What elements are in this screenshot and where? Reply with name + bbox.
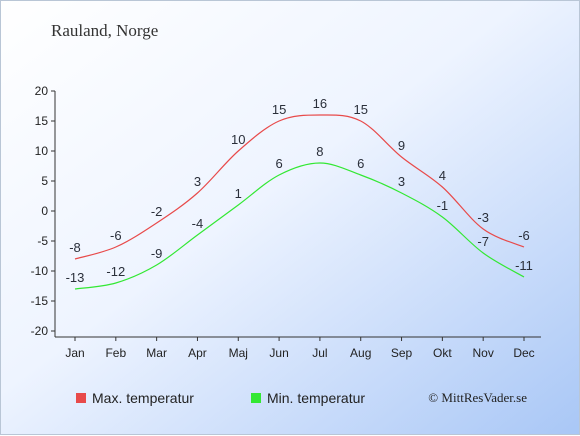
- y-tick-label: 5: [41, 174, 48, 188]
- max-value-label: -3: [477, 210, 489, 225]
- min-value-label: -13: [66, 270, 85, 285]
- location-title: Rauland, Norge: [51, 21, 159, 40]
- y-tick-label: -15: [31, 294, 49, 308]
- legend-min: Min. temperatur: [251, 390, 365, 406]
- min-value-label: -11: [515, 258, 533, 273]
- legend-max-swatch: [76, 393, 86, 403]
- max-value-label: -6: [110, 228, 122, 243]
- y-tick-label: 10: [35, 144, 49, 158]
- x-tick-label: Aug: [350, 346, 371, 360]
- max-value-label: 10: [231, 132, 245, 147]
- credit-link[interactable]: © MittResVader.se: [428, 390, 527, 405]
- min-value-label: -1: [437, 198, 449, 213]
- min-value-label: -9: [151, 246, 163, 261]
- x-tick-label: Dec: [513, 346, 534, 360]
- min-value-label: 6: [275, 156, 282, 171]
- max-value-label: -6: [518, 228, 530, 243]
- legend-max: Max. temperatur: [76, 390, 194, 406]
- min-value-label: 1: [235, 186, 242, 201]
- legend-max-label: Max. temperatur: [92, 390, 194, 406]
- x-tick-label: Maj: [229, 346, 248, 360]
- legend-min-label: Min. temperatur: [267, 390, 366, 406]
- max-value-label: 4: [439, 168, 446, 183]
- x-tick-label: Okt: [433, 346, 452, 360]
- max-value-label: 3: [194, 174, 201, 189]
- max-value-label: 15: [353, 102, 367, 117]
- legend-min-swatch: [251, 393, 261, 403]
- x-tick-label: Nov: [473, 346, 494, 360]
- x-tick-label: Mar: [146, 346, 167, 360]
- max-value-label: 16: [313, 96, 327, 111]
- x-tick-label: Feb: [105, 346, 126, 360]
- y-tick-label: -10: [31, 264, 49, 278]
- y-tick-label: -20: [31, 324, 49, 338]
- min-value-label: -12: [106, 264, 125, 279]
- x-tick-label: Jun: [269, 346, 288, 360]
- max-value-label: -8: [69, 240, 81, 255]
- min-temperature-line: [74, 162, 525, 290]
- max-value-label: -2: [151, 204, 163, 219]
- max-value-label: 9: [398, 138, 405, 153]
- min-value-label: -7: [477, 234, 489, 249]
- x-tick-label: Jul: [312, 346, 327, 360]
- max-value-label: 15: [272, 102, 286, 117]
- min-value-label: 6: [357, 156, 364, 171]
- y-tick-label: 20: [35, 84, 49, 98]
- max-temperature-line: [74, 114, 525, 260]
- x-tick-label: Sep: [391, 346, 413, 360]
- y-tick-label: -5: [37, 234, 48, 248]
- x-tick-label: Jan: [65, 346, 84, 360]
- min-value-label: 8: [316, 144, 323, 159]
- y-tick-label: 15: [35, 114, 49, 128]
- y-tick-label: 0: [41, 204, 48, 218]
- min-value-label: 3: [398, 174, 405, 189]
- x-tick-label: Apr: [188, 346, 207, 360]
- min-value-label: -4: [192, 216, 204, 231]
